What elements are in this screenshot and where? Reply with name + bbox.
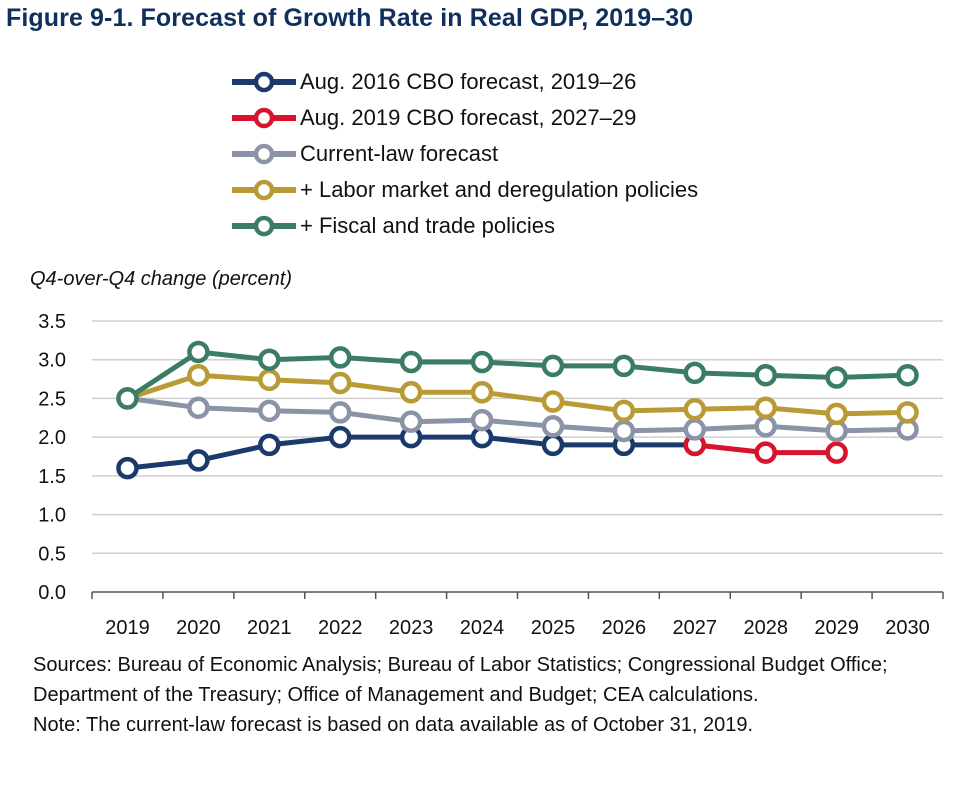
legend-swatch-cbo-2019 bbox=[232, 107, 296, 129]
data-point-series-3 bbox=[754, 396, 777, 419]
x-tick-label: 2027 bbox=[673, 617, 718, 639]
y-tick-label: 0.0 bbox=[38, 582, 66, 604]
x-tick-label: 2025 bbox=[531, 617, 576, 639]
data-point-series-2 bbox=[258, 399, 281, 423]
data-point-series-3 bbox=[541, 390, 565, 413]
data-point-series-3 bbox=[187, 363, 210, 387]
data-point-series-0 bbox=[328, 425, 352, 449]
y-tick-label: 3.0 bbox=[38, 350, 66, 372]
y-tick-label: 2.0 bbox=[38, 427, 66, 449]
legend-label-current-law: Current-law forecast bbox=[300, 141, 499, 166]
legend-label-cbo-2016: Aug. 2016 CBO forecast, 2019–26 bbox=[300, 69, 637, 94]
data-point-series-2 bbox=[328, 401, 352, 424]
data-point-series-3 bbox=[328, 371, 352, 395]
y-tick-label: 1.5 bbox=[38, 466, 66, 488]
data-point-series-4 bbox=[328, 346, 352, 369]
data-point-series-4 bbox=[541, 354, 565, 378]
x-tick-label: 2029 bbox=[814, 617, 859, 639]
legend-swatch-current-law bbox=[232, 143, 296, 165]
data-point-series-2 bbox=[754, 415, 777, 438]
data-point-series-3 bbox=[896, 401, 919, 424]
line-chart: 0.0 0.5 1.0 1.5 2.0 2.5 3.0 3.5 2019 2020 2021 2022… bbox=[38, 311, 944, 639]
data-point-series-3 bbox=[258, 368, 281, 392]
data-point-series-4 bbox=[896, 363, 919, 387]
x-tick-label: 2020 bbox=[176, 617, 221, 639]
data-point-series-1 bbox=[825, 441, 848, 464]
x-tick-label: 2024 bbox=[460, 617, 505, 639]
data-point-series-3 bbox=[825, 402, 848, 426]
data-point-series-4 bbox=[470, 350, 494, 374]
data-point-series-1 bbox=[754, 441, 777, 464]
data-point-series-4 bbox=[754, 363, 777, 387]
data-point-series-2 bbox=[187, 396, 210, 419]
series-line-4 bbox=[126, 349, 908, 401]
legend-swatch-labor-market bbox=[232, 179, 296, 201]
x-tick-label: 2022 bbox=[318, 617, 363, 639]
data-point-series-0 bbox=[116, 456, 139, 480]
series-line-3 bbox=[126, 372, 908, 417]
data-point-series-3 bbox=[612, 399, 636, 423]
x-tick-label: 2019 bbox=[105, 617, 150, 639]
chart-legend: Aug. 2016 CBO forecast, 2019–26 Aug. 201… bbox=[230, 64, 698, 244]
data-point-series-0 bbox=[258, 433, 281, 457]
series-line-2 bbox=[127, 395, 908, 434]
x-tick-label: 2021 bbox=[247, 617, 292, 639]
data-point-series-2 bbox=[612, 419, 636, 443]
data-point-series-2 bbox=[399, 410, 423, 433]
data-point-series-4 bbox=[187, 340, 210, 364]
data-point-series-4 bbox=[258, 348, 281, 371]
y-tick-label: 2.5 bbox=[38, 388, 66, 410]
data-note: Note: The current-law forecast is based … bbox=[33, 714, 754, 736]
y-tick-label: 0.5 bbox=[38, 543, 66, 565]
sources-note: Sources: Bureau of Economic Analysis; Bu… bbox=[33, 654, 888, 706]
data-point-series-4 bbox=[825, 366, 848, 389]
x-tick-label: 2026 bbox=[602, 617, 647, 639]
data-point-series-0 bbox=[541, 433, 565, 457]
x-tick-label: 2028 bbox=[743, 617, 788, 639]
y-tick-label: 1.0 bbox=[38, 505, 66, 527]
legend-item-cbo-2019: Aug. 2019 CBO forecast, 2027–29 bbox=[230, 100, 698, 136]
data-point-series-4 bbox=[683, 361, 707, 385]
y-tick-label: 3.5 bbox=[38, 311, 66, 333]
chart-notes: Sources: Bureau of Economic Analysis; Bu… bbox=[33, 650, 963, 740]
data-point-series-3 bbox=[470, 380, 494, 404]
legend-label-cbo-2019: Aug. 2019 CBO forecast, 2027–29 bbox=[300, 105, 637, 130]
x-tick-label: 2030 bbox=[885, 617, 930, 639]
data-point-series-2 bbox=[470, 408, 494, 432]
data-point-series-2 bbox=[683, 418, 707, 441]
data-point-series-4 bbox=[399, 350, 423, 374]
y-axis-label: Q4-over-Q4 change (percent) bbox=[30, 268, 292, 290]
legend-swatch-cbo-2016 bbox=[232, 71, 296, 93]
data-point-series-2 bbox=[541, 415, 565, 438]
data-point-series-4 bbox=[612, 354, 636, 378]
legend-item-labor-market: + Labor market and deregulation policies bbox=[230, 172, 698, 208]
legend-label-labor-market: + Labor market and deregulation policies bbox=[300, 177, 699, 202]
legend-item-fiscal-trade: + Fiscal and trade policies bbox=[230, 208, 698, 244]
legend-label-fiscal-trade: + Fiscal and trade policies bbox=[300, 213, 555, 238]
data-point-series-4 bbox=[116, 387, 139, 410]
data-point-series-3 bbox=[683, 398, 707, 421]
legend-item-cbo-2016: Aug. 2016 CBO forecast, 2019–26 bbox=[230, 64, 698, 100]
legend-swatch-fiscal-trade bbox=[232, 215, 296, 237]
legend-item-current-law: Current-law forecast bbox=[230, 136, 698, 172]
x-tick-label: 2023 bbox=[389, 617, 434, 639]
data-point-series-3 bbox=[399, 380, 423, 404]
data-point-series-0 bbox=[187, 449, 210, 472]
chart-title: Figure 9-1. Forecast of Growth Rate in R… bbox=[6, 4, 694, 32]
